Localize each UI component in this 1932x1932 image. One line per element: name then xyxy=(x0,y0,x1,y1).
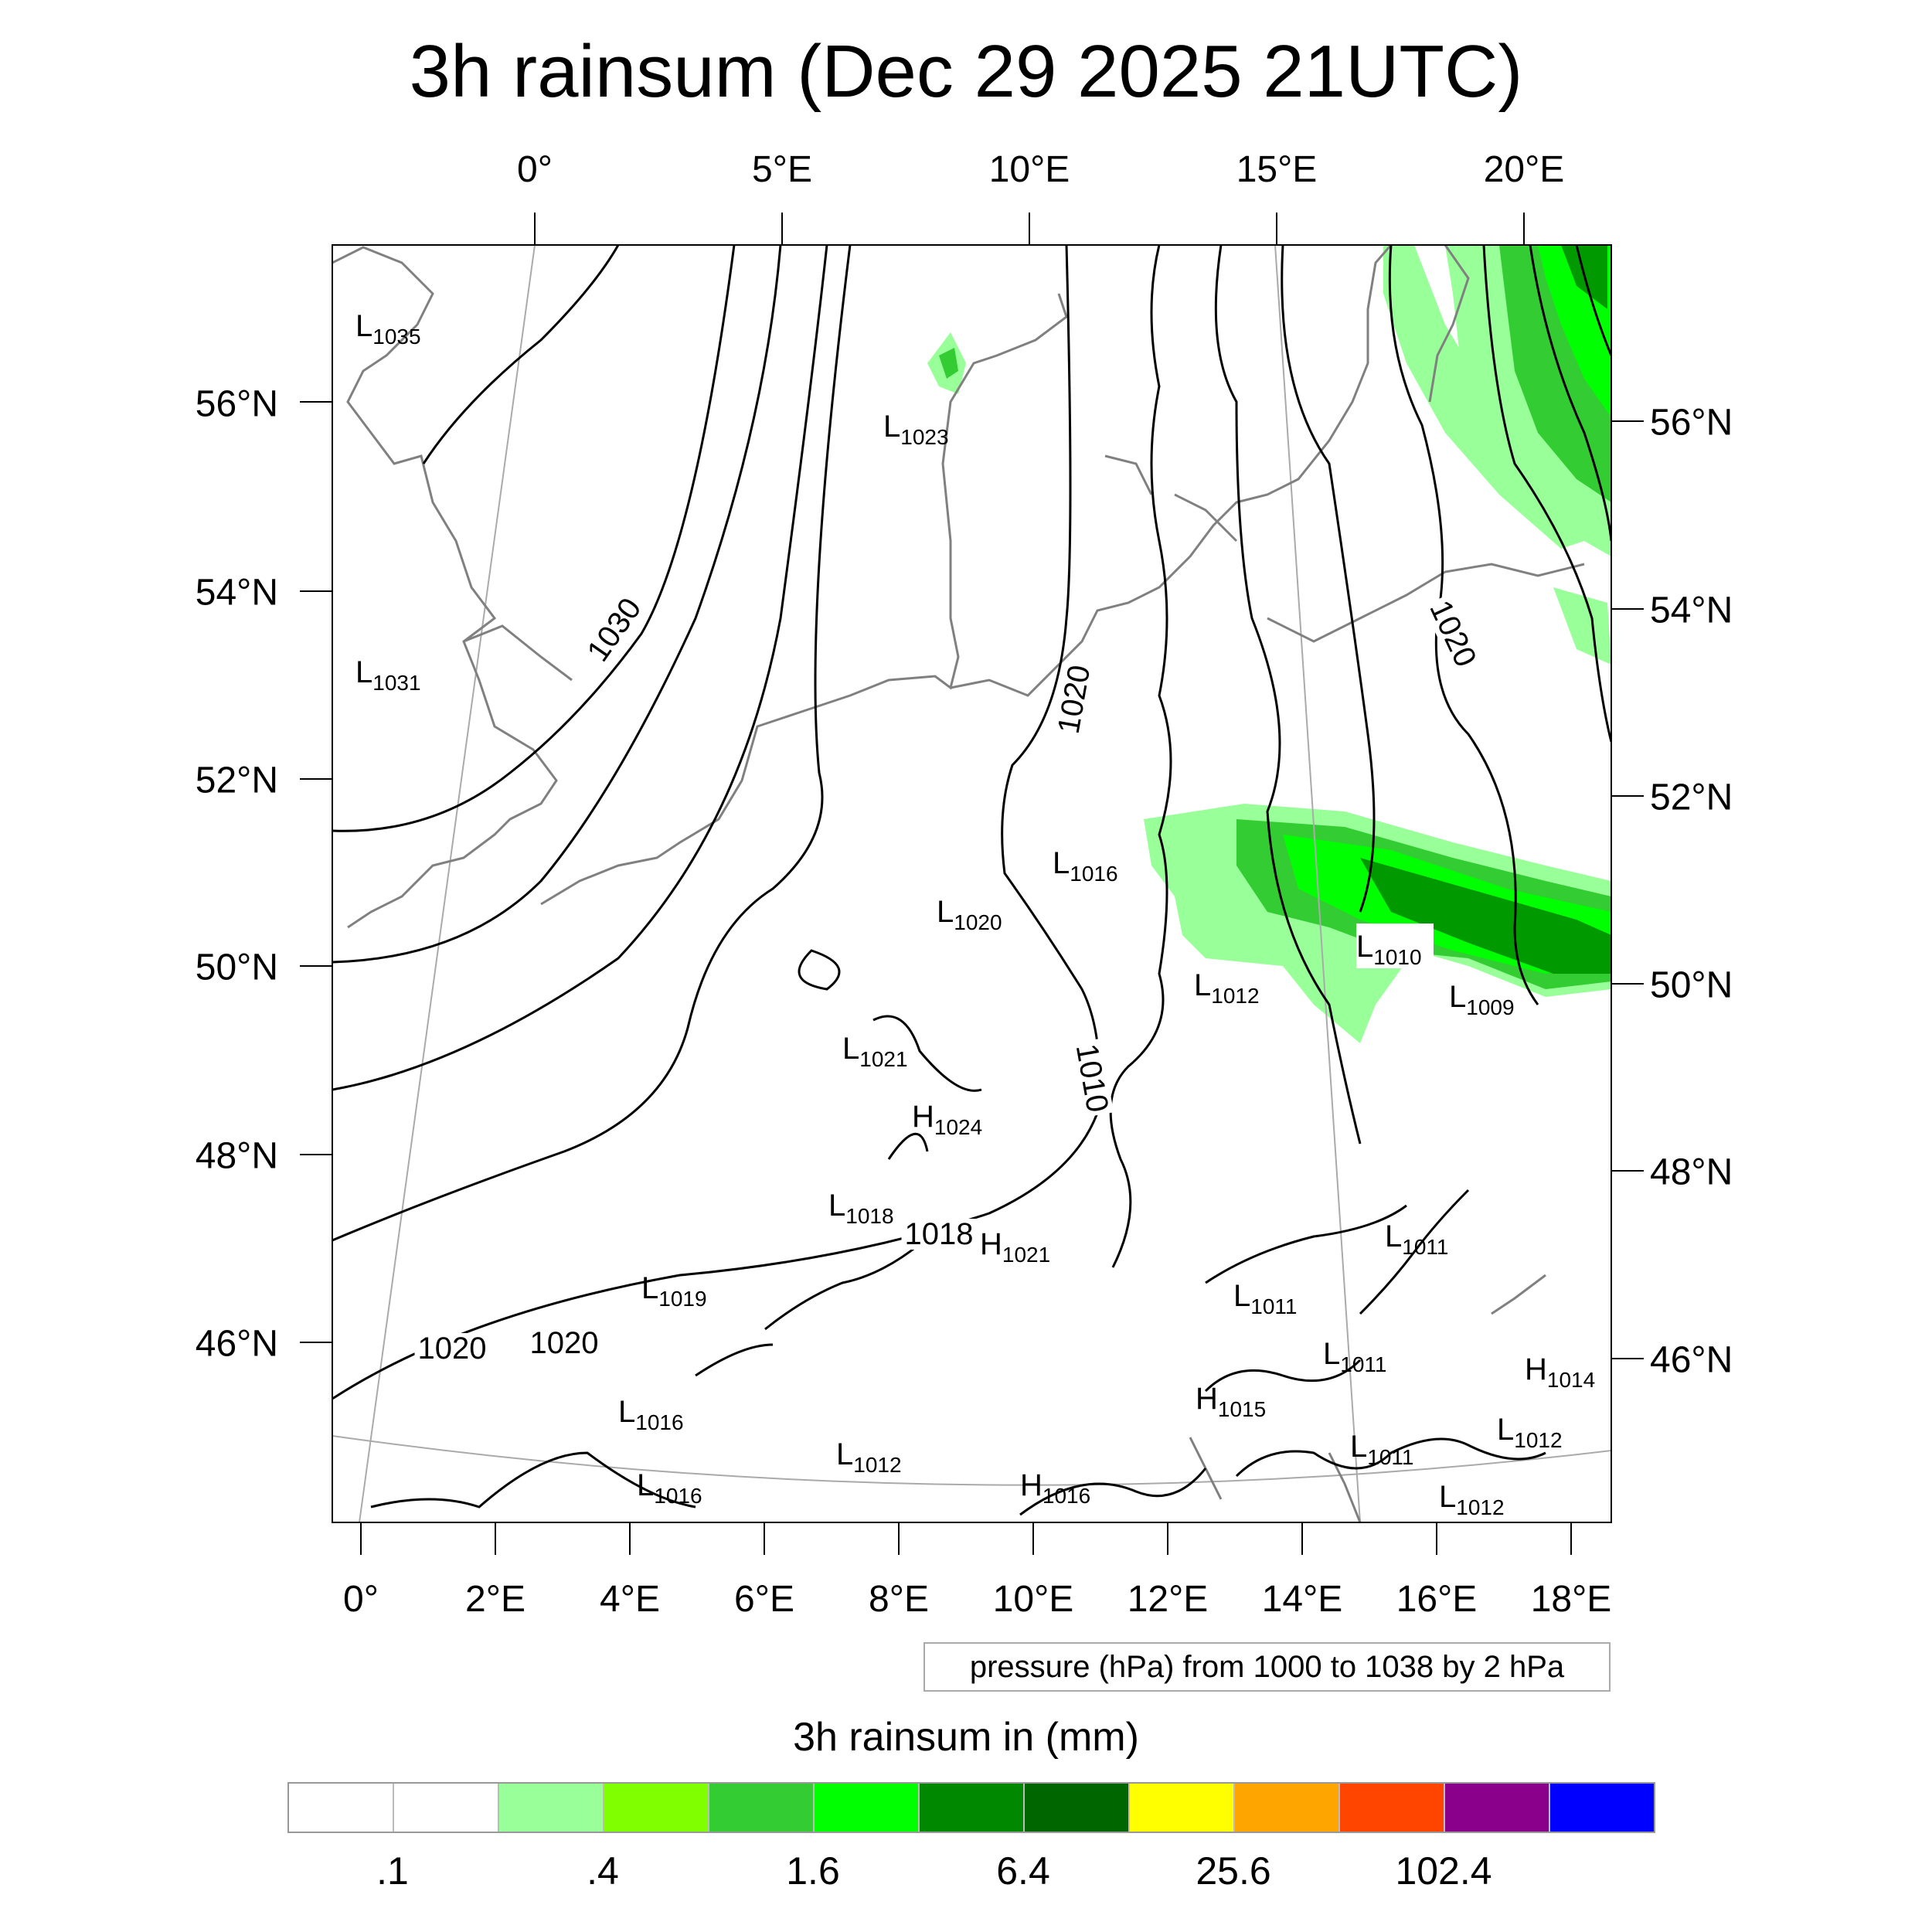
right-lat-tick: 52°N xyxy=(1650,777,1733,818)
colorbar-label: 25.6 xyxy=(1196,1849,1271,1893)
colorbar-swatch xyxy=(604,1784,709,1832)
colorbar-swatch xyxy=(1235,1784,1340,1832)
bottom-lon-tick: 14°E xyxy=(1261,1579,1343,1620)
top-lon-tick: 15°E xyxy=(1236,149,1318,190)
isobar-label: 1020 xyxy=(526,1328,602,1359)
pressure-center: L1012 xyxy=(1497,1413,1563,1452)
colorbar-swatch xyxy=(815,1784,920,1832)
bottom-lon-tick: 4°E xyxy=(600,1579,660,1620)
bottom-lon-tick: 10°E xyxy=(992,1579,1074,1620)
colorbar-label: .4 xyxy=(587,1849,619,1893)
left-lat-tick: 54°N xyxy=(195,572,278,614)
colorbar-swatch xyxy=(499,1784,604,1832)
pressure-center: L1031 xyxy=(355,655,421,695)
top-lon-tick: 20°E xyxy=(1483,149,1565,190)
pressure-center: H1016 xyxy=(1020,1468,1091,1508)
colorbar-swatch xyxy=(920,1784,1025,1832)
right-lat-tick: 56°N xyxy=(1650,402,1733,444)
pressure-center: H1014 xyxy=(1525,1352,1596,1392)
colorbar-label: 6.4 xyxy=(996,1849,1050,1893)
colorbar xyxy=(287,1782,1655,1833)
colorbar-label: .1 xyxy=(376,1849,409,1893)
coastlines xyxy=(332,245,1585,1522)
pressure-center: L1016 xyxy=(637,1468,702,1508)
colorbar-swatch xyxy=(1445,1784,1550,1832)
pressure-center: H1021 xyxy=(980,1227,1051,1267)
right-lat-tick: 48°N xyxy=(1650,1151,1733,1193)
right-lat-tick: 54°N xyxy=(1650,590,1733,631)
top-lon-tick: 5°E xyxy=(752,149,812,190)
top-lon-tick: 0° xyxy=(517,149,553,190)
isobars xyxy=(332,245,1611,1516)
pressure-center: L1011 xyxy=(1385,1219,1449,1259)
pressure-center: H1024 xyxy=(912,1100,983,1139)
rain-field-central xyxy=(1144,804,1611,1043)
right-lat-tick: 46°N xyxy=(1650,1339,1733,1381)
pressure-center: L1012 xyxy=(836,1437,902,1477)
pressure-center: L1016 xyxy=(1053,846,1118,886)
left-lat-tick: 46°N xyxy=(195,1323,278,1365)
bottom-lon-tick: 0° xyxy=(343,1579,379,1620)
colorbar-swatch xyxy=(1025,1784,1130,1832)
pressure-center: L1011 xyxy=(1350,1430,1414,1469)
pressure-center: L1021 xyxy=(842,1032,908,1071)
tick-marks xyxy=(300,213,1644,1555)
bottom-lon-tick: 2°E xyxy=(465,1579,526,1620)
pressure-center: L1035 xyxy=(355,309,421,349)
isobar-label: 1020 xyxy=(414,1333,490,1364)
chart-title: 3h rainsum (Dec 29 2025 21UTC) xyxy=(409,30,1523,113)
right-lat-tick: 50°N xyxy=(1650,964,1733,1006)
legend-title: 3h rainsum in (mm) xyxy=(793,1715,1139,1760)
pressure-center: L1019 xyxy=(641,1271,707,1311)
rain-field-denmark xyxy=(927,332,966,394)
pressure-info-box: pressure (hPa) from 1000 to 1038 by 2 hP… xyxy=(923,1642,1611,1692)
pressure-center: L1012 xyxy=(1439,1480,1505,1519)
colorbar-swatch xyxy=(394,1784,499,1832)
top-lon-tick: 10°E xyxy=(988,149,1070,190)
pressure-center: L1020 xyxy=(937,895,1002,934)
bottom-lon-tick: 18°E xyxy=(1530,1579,1612,1620)
pressure-center: L1012 xyxy=(1194,968,1260,1008)
bottom-lon-tick: 12°E xyxy=(1127,1579,1209,1620)
pressure-center: L1016 xyxy=(618,1395,684,1434)
pressure-center: L1018 xyxy=(828,1189,894,1228)
pressure-center: L1010 xyxy=(1356,930,1422,969)
bottom-lon-tick: 8°E xyxy=(869,1579,929,1620)
pressure-center: H1015 xyxy=(1196,1382,1267,1421)
left-lat-tick: 52°N xyxy=(195,760,278,801)
colorbar-label: 102.4 xyxy=(1395,1849,1492,1893)
bottom-lon-tick: 6°E xyxy=(734,1579,794,1620)
pressure-center: L1011 xyxy=(1323,1337,1387,1376)
rain-field-northeast xyxy=(1383,245,1611,665)
colorbar-swatch xyxy=(1550,1784,1654,1832)
colorbar-swatch xyxy=(709,1784,815,1832)
pressure-center: L1023 xyxy=(883,410,949,449)
map-frame xyxy=(332,244,1612,1523)
isobar-label: 1018 xyxy=(901,1219,977,1250)
graticule xyxy=(332,245,1611,1522)
colorbar-swatch xyxy=(1340,1784,1445,1832)
left-lat-tick: 48°N xyxy=(195,1135,278,1177)
left-lat-tick: 56°N xyxy=(195,383,278,425)
colorbar-label: 1.6 xyxy=(786,1849,840,1893)
bottom-lon-tick: 16°E xyxy=(1396,1579,1478,1620)
colorbar-swatch xyxy=(1130,1784,1235,1832)
pressure-center: L1009 xyxy=(1449,980,1515,1019)
left-lat-tick: 50°N xyxy=(195,947,278,988)
colorbar-swatch xyxy=(289,1784,394,1832)
pressure-center: L1011 xyxy=(1233,1279,1298,1318)
